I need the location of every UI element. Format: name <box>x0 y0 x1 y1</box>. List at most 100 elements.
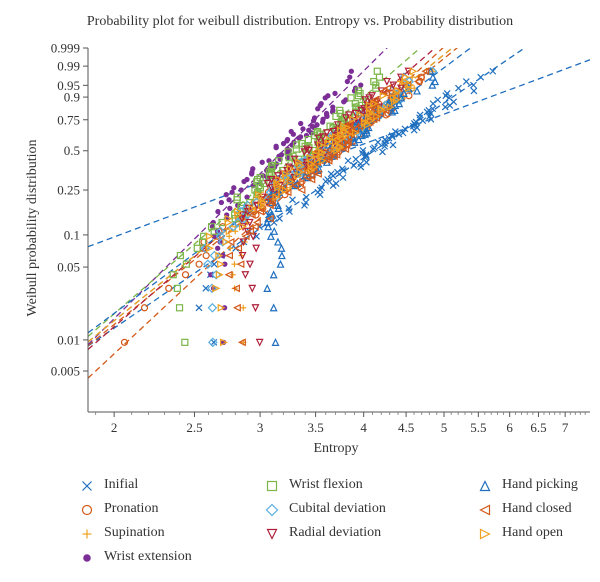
data-point <box>399 129 407 137</box>
data-point <box>306 171 315 180</box>
data-point <box>373 112 382 121</box>
x-tick-label: 4.5 <box>398 420 414 435</box>
data-point <box>240 304 247 311</box>
data-point <box>427 110 435 117</box>
x-tick-label: 3.5 <box>307 420 323 435</box>
data-point <box>277 251 286 260</box>
data-point <box>421 67 430 76</box>
data-point <box>259 159 265 165</box>
data-point <box>395 99 404 108</box>
data-point <box>351 124 360 133</box>
y-tick-label: 0.5 <box>64 143 80 158</box>
y-tick-label: 0.95 <box>57 78 80 93</box>
data-point <box>370 77 378 86</box>
data-point <box>371 144 378 152</box>
data-point <box>202 259 213 270</box>
data-point <box>352 155 360 163</box>
reference-fit-line <box>88 59 590 248</box>
data-point <box>347 74 353 80</box>
data-point <box>334 168 341 176</box>
data-point <box>429 100 437 108</box>
data-point <box>347 94 355 102</box>
data-point <box>275 157 283 165</box>
series-points <box>205 67 418 347</box>
data-point <box>314 127 322 136</box>
fit-line <box>88 48 459 347</box>
legend-marker-icon <box>479 480 491 492</box>
data-point <box>237 338 246 347</box>
data-point <box>354 87 363 95</box>
chart-title: Probability plot for weibull distributio… <box>86 14 514 29</box>
legend-marker-icon <box>266 480 278 492</box>
data-point <box>336 142 345 151</box>
data-point <box>212 284 221 293</box>
legend-marker-icon <box>82 529 92 539</box>
data-point <box>317 147 326 156</box>
data-point <box>292 141 301 149</box>
data-point <box>331 131 340 140</box>
data-point <box>276 215 283 223</box>
data-point <box>377 104 386 113</box>
data-point <box>286 177 295 186</box>
data-point <box>386 103 395 112</box>
data-point <box>207 337 218 348</box>
data-point <box>431 77 440 86</box>
data-point <box>455 84 462 92</box>
data-point <box>302 193 310 201</box>
data-point <box>231 261 238 268</box>
data-point <box>348 68 355 74</box>
data-point <box>434 96 442 104</box>
data-point <box>175 304 184 312</box>
data-point <box>219 338 228 347</box>
data-point <box>263 284 272 292</box>
y-axis-label: Weibull probability distribution <box>25 140 40 317</box>
legend-label: Hand closed <box>502 501 572 516</box>
data-point <box>252 218 261 227</box>
data-point <box>477 73 485 81</box>
data-point <box>309 123 315 129</box>
x-tick-label: 6 <box>506 420 513 435</box>
data-point <box>169 271 177 279</box>
x-axis-label: Entropy <box>313 441 358 456</box>
data-point <box>140 304 149 312</box>
data-point <box>290 181 299 190</box>
data-point <box>325 93 331 99</box>
data-point <box>289 196 296 204</box>
data-point <box>359 147 367 154</box>
data-point <box>313 169 322 178</box>
data-point <box>224 270 233 279</box>
data-point <box>272 193 281 202</box>
data-point <box>195 304 203 312</box>
data-point <box>329 182 337 190</box>
data-point <box>306 127 312 133</box>
data-point <box>318 156 327 165</box>
data-point <box>265 214 274 223</box>
legend-label: Hand picking <box>502 477 578 492</box>
data-point <box>317 152 326 161</box>
data-point <box>349 115 358 124</box>
data-point <box>370 95 379 104</box>
legend-marker-icon <box>479 504 491 516</box>
data-point <box>236 260 245 269</box>
series-points <box>195 67 497 346</box>
data-point <box>295 179 304 188</box>
x-tick-label: 7 <box>562 420 569 435</box>
data-point <box>241 271 250 280</box>
data-point <box>244 194 250 200</box>
data-point <box>314 134 323 143</box>
legend-label: Cubital deviation <box>289 501 386 516</box>
data-point <box>333 121 342 130</box>
data-point <box>269 270 278 279</box>
data-point <box>416 111 424 119</box>
y-tick-label: 0.05 <box>57 260 80 275</box>
legend-marker-icon <box>479 528 491 540</box>
data-point <box>318 149 327 158</box>
data-point <box>248 284 257 293</box>
x-tick-label: 2 <box>111 420 118 435</box>
data-point <box>202 251 210 260</box>
data-point <box>323 110 330 117</box>
data-point <box>215 270 224 279</box>
data-point <box>265 201 274 210</box>
data-point <box>215 226 226 237</box>
data-point <box>282 173 291 182</box>
